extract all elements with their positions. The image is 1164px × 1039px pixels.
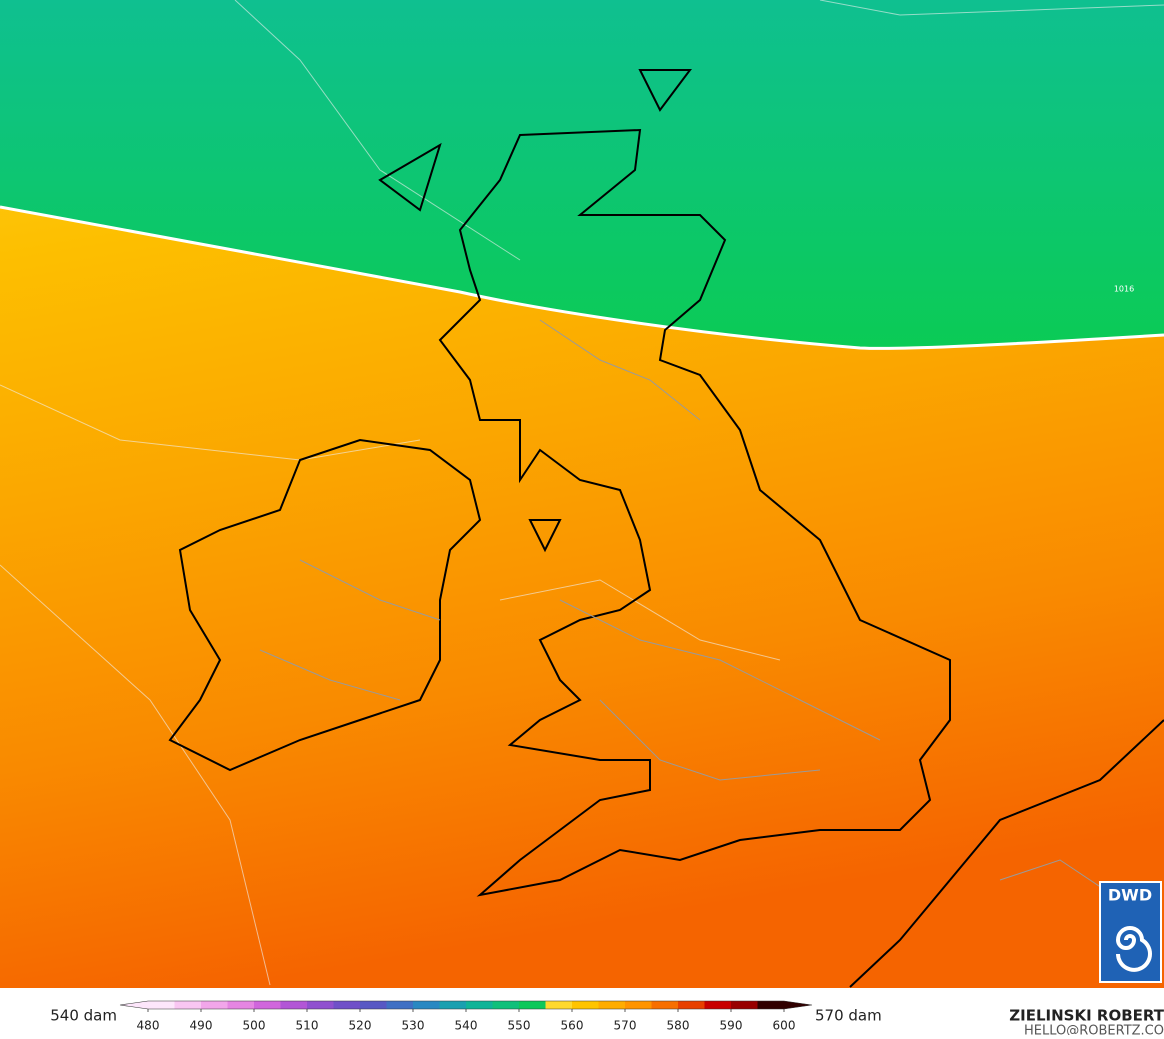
colorbar-segment bbox=[413, 1001, 440, 1009]
colorbar-segment bbox=[678, 1001, 705, 1009]
footer bbox=[0, 988, 1164, 1035]
colorbar-segment bbox=[519, 1001, 546, 1009]
colorbar-segment bbox=[466, 1001, 493, 1009]
colorbar-segment bbox=[731, 1001, 758, 1009]
colorbar-segment bbox=[704, 1001, 732, 1009]
colorbar-segment bbox=[651, 1001, 679, 1009]
credit-author: ZIELINSKI ROBERT bbox=[1009, 1007, 1164, 1025]
colorbar-segment bbox=[280, 1001, 308, 1009]
colorbar-tick-label: 500 bbox=[243, 1019, 266, 1033]
colorbar-segment bbox=[492, 1001, 520, 1009]
colorbar: 480 490 500 510 520 530 540 550 560 570 580 590 600 bbox=[119, 1000, 813, 1033]
credit-email: HELLO@ROBERTZ.CO bbox=[1024, 1024, 1164, 1036]
colorbar-tick-label: 580 bbox=[667, 1019, 690, 1033]
logo-text: DWD bbox=[1108, 886, 1152, 905]
coastlines bbox=[168, 69, 1164, 988]
colorbar-tick-label: 480 bbox=[137, 1019, 160, 1033]
colorbar-segment bbox=[254, 1001, 281, 1009]
map: 1016 DWD bbox=[0, 0, 1164, 988]
legend-right: 570 dam bbox=[815, 1007, 882, 1025]
colorbar-tick-label: 550 bbox=[508, 1019, 531, 1033]
colorbar-segment bbox=[625, 1001, 652, 1009]
colorbar-tick-label: 600 bbox=[773, 1019, 796, 1033]
cold-field bbox=[0, 0, 1164, 349]
colorbar-segment bbox=[333, 1001, 361, 1009]
contour-line bbox=[0, 205, 1164, 350]
colorbar-segment bbox=[360, 1001, 387, 1009]
colorbar-tick-label: 560 bbox=[561, 1019, 584, 1033]
colorbar-segment bbox=[227, 1001, 255, 1009]
legend-left: 540 dam bbox=[50, 1007, 117, 1025]
colorbar-segment bbox=[307, 1001, 334, 1009]
colorbar-tick-label: 540 bbox=[455, 1019, 478, 1033]
colorbar-tick-label: 510 bbox=[296, 1019, 319, 1033]
colorbar-segment bbox=[386, 1001, 414, 1009]
dwd-logo: DWD bbox=[1099, 881, 1162, 983]
borders bbox=[259, 319, 1121, 901]
pressure-isobars bbox=[0, 0, 1164, 985]
contour-label: 1016 bbox=[1114, 285, 1134, 294]
colorbar-end-left bbox=[120, 1001, 148, 1009]
colorbar-segment bbox=[598, 1001, 626, 1009]
colorbar-segment bbox=[545, 1001, 573, 1009]
colorbar-tick-label: 570 bbox=[614, 1019, 637, 1033]
colorbar-segment bbox=[572, 1001, 599, 1009]
colorbar-segment bbox=[439, 1001, 467, 1009]
colorbar-tick-label: 590 bbox=[720, 1019, 743, 1033]
colorbar-tick-label: 530 bbox=[402, 1019, 425, 1033]
colorbar-segment bbox=[201, 1001, 228, 1009]
colorbar-segment bbox=[757, 1001, 785, 1009]
colorbar-end-right bbox=[784, 1001, 812, 1009]
colorbar-segment bbox=[148, 1001, 175, 1009]
colorbar-segment bbox=[174, 1001, 202, 1009]
colorbar-tick-label: 490 bbox=[190, 1019, 213, 1033]
colorbar-tick-label: 520 bbox=[349, 1019, 372, 1033]
